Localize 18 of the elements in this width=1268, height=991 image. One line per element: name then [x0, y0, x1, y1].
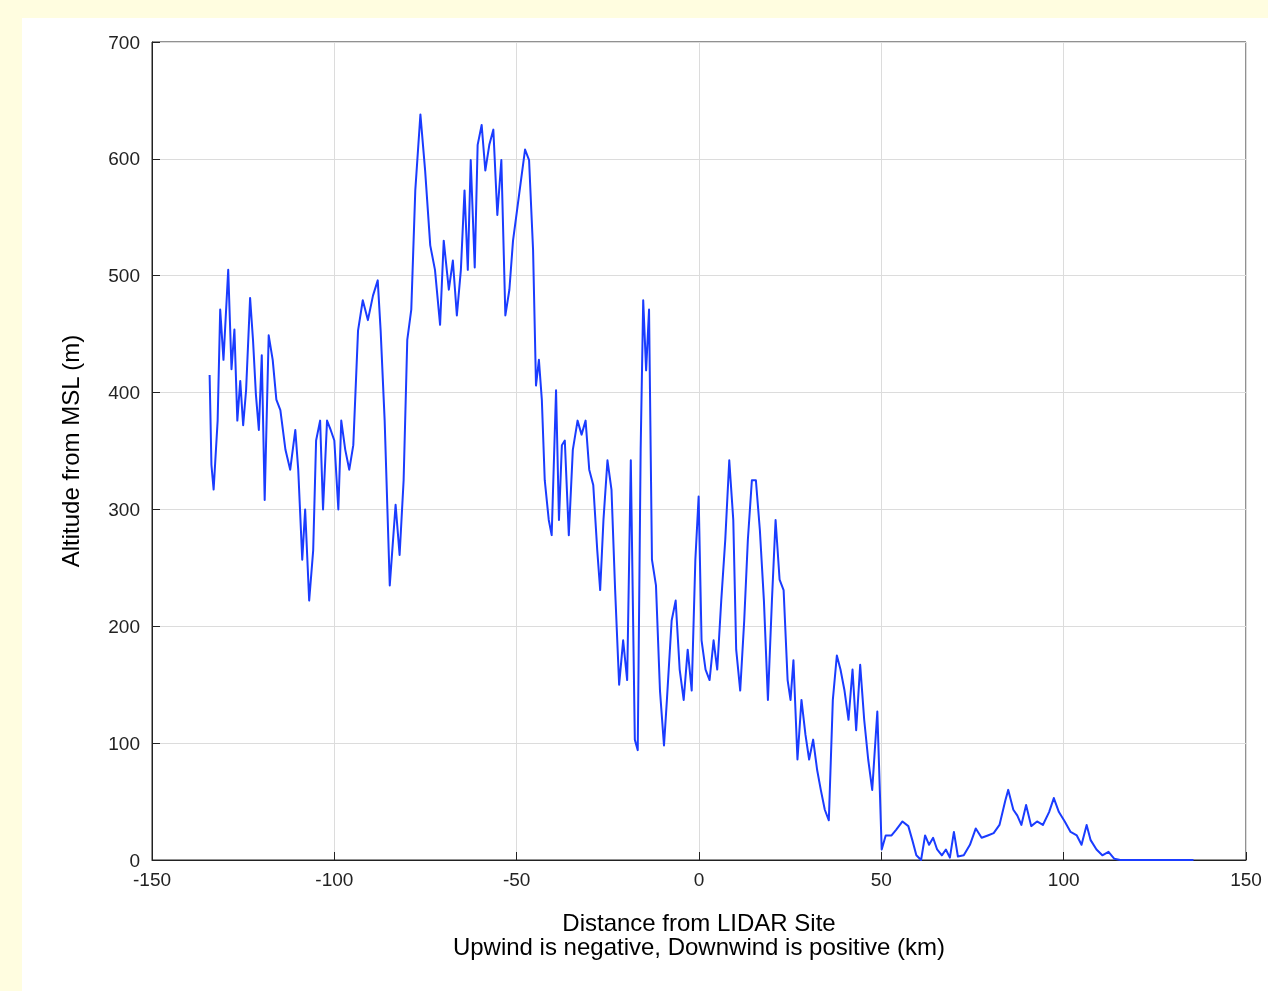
y-tick-label: 700 — [108, 31, 140, 53]
x-tick-label: -50 — [502, 869, 531, 890]
y-tick-label: 500 — [108, 265, 140, 287]
x-tick-label: 100 — [1047, 869, 1080, 890]
y-axis-title: Altitude from MSL (m) — [56, 334, 84, 568]
y-tick-label: 400 — [108, 382, 140, 404]
y-tick-label: 600 — [108, 148, 140, 170]
x-axis-title: Distance from LIDAR Site Upwind is negative, Downwind is positive (km) — [452, 908, 946, 960]
x-tick-label: -100 — [315, 869, 354, 890]
x-tick-label: 0 — [693, 869, 705, 890]
x-tick-label: 150 — [1230, 869, 1262, 890]
y-tick-label: 300 — [108, 498, 140, 520]
line-series — [208, 113, 1195, 861]
x-tick-label: 50 — [870, 869, 892, 890]
x-tick-label: -150 — [132, 869, 172, 890]
y-tick-label: 200 — [108, 615, 140, 637]
y-tick-label: 0 — [129, 849, 140, 871]
y-tick-label: 100 — [108, 732, 140, 754]
